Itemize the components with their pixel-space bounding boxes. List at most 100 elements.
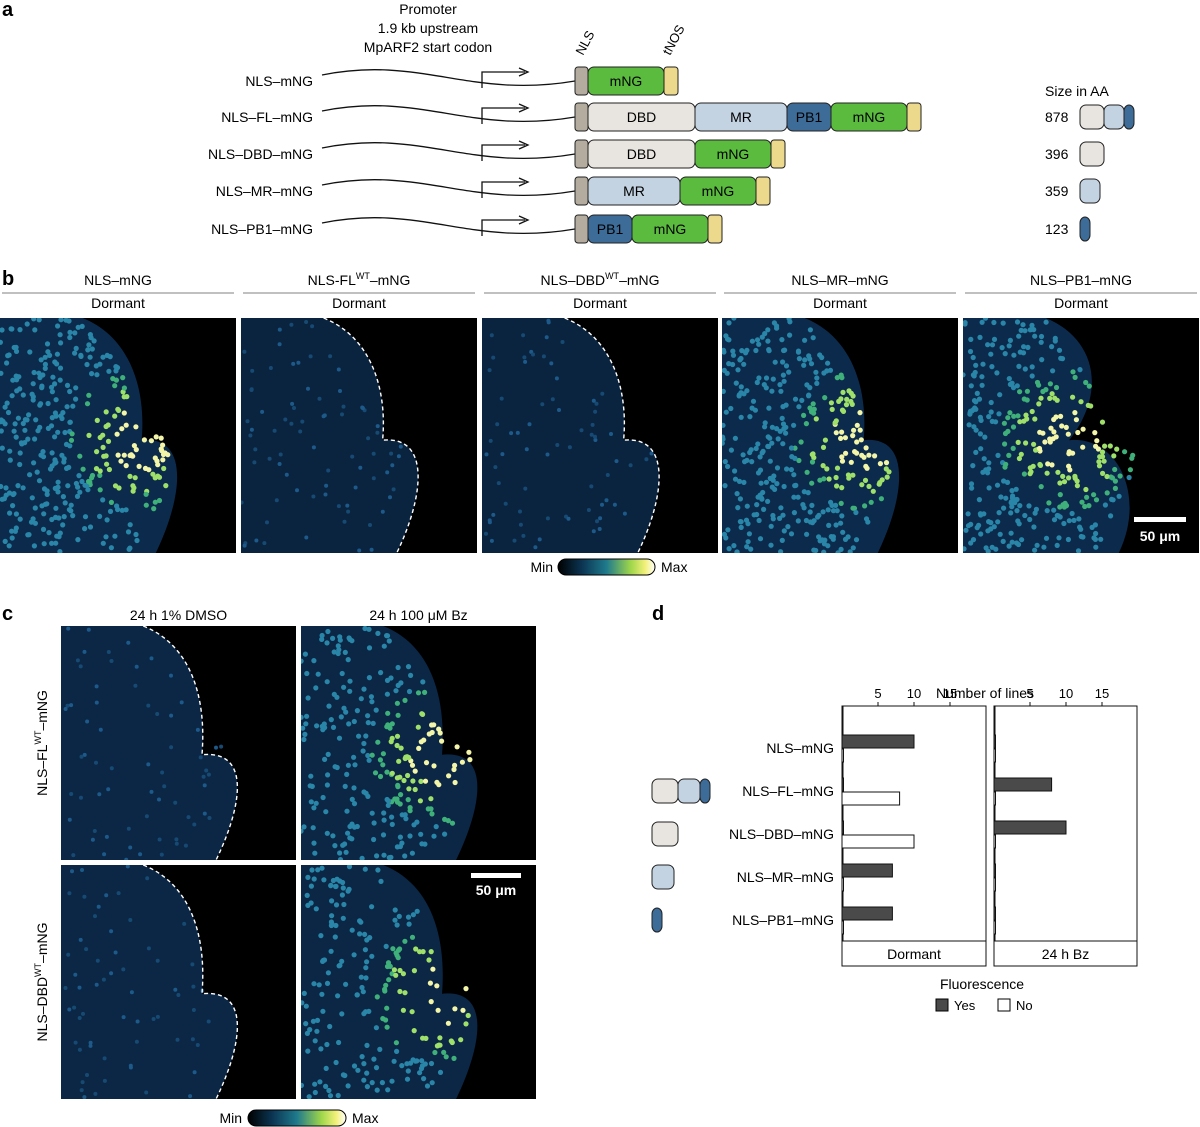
- nucleus: [423, 1036, 428, 1041]
- nucleus: [802, 338, 807, 343]
- nucleus: [133, 424, 138, 429]
- nucleus: [825, 543, 830, 548]
- nucleus: [985, 342, 990, 347]
- nucleus: [1007, 410, 1012, 415]
- nucleus: [969, 481, 974, 486]
- nucleus: [120, 375, 125, 380]
- nucleus: [769, 389, 774, 394]
- nucleus: [804, 518, 809, 523]
- nucleus: [422, 690, 427, 695]
- nucleus: [55, 485, 60, 490]
- construct-row: NLS–mNG mNG: [245, 67, 678, 95]
- nucleus: [1057, 348, 1062, 353]
- nucleus: [1067, 467, 1072, 472]
- nucleus: [67, 389, 72, 394]
- nucleus: [781, 373, 786, 378]
- nucleus: [329, 949, 334, 954]
- nucleus: [787, 319, 792, 324]
- nucleus: [76, 658, 80, 662]
- bar-yes: [842, 821, 844, 834]
- nucleus: [1017, 419, 1022, 424]
- nucleus: [292, 406, 296, 410]
- nucleus: [432, 1050, 437, 1055]
- nucleus: [87, 628, 91, 632]
- nucleus: [884, 466, 889, 471]
- nucleus: [333, 884, 338, 889]
- nucleus: [321, 795, 326, 800]
- nucleus: [812, 518, 817, 523]
- nucleus: [623, 512, 627, 516]
- nucleus: [85, 347, 90, 352]
- nucleus: [799, 398, 804, 403]
- colorbar-c-gradient: [248, 1110, 346, 1126]
- nucleus: [146, 704, 150, 708]
- nucleus: [32, 543, 37, 548]
- nucleus: [87, 480, 92, 485]
- nucleus: [1072, 410, 1077, 415]
- nucleus: [385, 1025, 390, 1030]
- nucleus: [406, 664, 411, 669]
- nucleus: [513, 539, 517, 543]
- nucleus: [310, 784, 315, 789]
- nucleus: [336, 1040, 341, 1045]
- nucleus: [311, 495, 315, 499]
- colorbar-c-max: Max: [352, 1110, 378, 1126]
- nucleus: [809, 481, 814, 486]
- nucleus: [78, 986, 82, 990]
- nucleus: [150, 790, 154, 794]
- chart-facet: Dormant5 10 15: [842, 686, 986, 966]
- nucleus: [60, 410, 65, 415]
- nucleus: [466, 1013, 471, 1018]
- nucleus: [7, 490, 12, 495]
- domain-label: PB1: [597, 221, 624, 237]
- nucleus: [385, 692, 390, 697]
- nucleus: [1001, 539, 1006, 544]
- nucleus: [1102, 459, 1107, 464]
- nucleus: [313, 1090, 318, 1095]
- nucleus: [334, 1060, 339, 1065]
- nucleus: [734, 381, 739, 386]
- nucleus: [343, 982, 348, 987]
- panel-b-column: NLS-FLWT–mNGDormant: [240, 271, 478, 553]
- nucleus: [1030, 409, 1035, 414]
- nucleus: [436, 727, 441, 732]
- bar-yes: [994, 778, 1052, 791]
- nucleus: [980, 383, 985, 388]
- nucleus: [309, 799, 314, 804]
- nucleus: [390, 822, 395, 827]
- nucleus: [791, 472, 796, 477]
- nucleus: [62, 514, 67, 519]
- nucleus: [1039, 334, 1044, 339]
- nucleus: [330, 636, 335, 641]
- x-tick-label: 10: [907, 686, 921, 701]
- nucleus: [41, 511, 46, 516]
- nucleus: [137, 464, 142, 469]
- colorbar-b-gradient: [558, 559, 655, 575]
- nucleus: [1066, 537, 1071, 542]
- nucleus: [991, 320, 996, 325]
- nucleus: [978, 431, 983, 436]
- nucleus: [31, 460, 36, 465]
- nucleus: [766, 434, 771, 439]
- nucleus: [1064, 425, 1069, 430]
- nucleus: [366, 1009, 371, 1014]
- nucleus: [340, 412, 344, 416]
- nucleus: [731, 315, 736, 320]
- nucleus: [105, 517, 110, 522]
- nucleus: [367, 758, 372, 763]
- nucleus: [525, 447, 529, 451]
- nucleus: [1078, 399, 1083, 404]
- nucleus: [879, 496, 884, 501]
- nucleus: [598, 527, 602, 531]
- nucleus: [338, 638, 343, 643]
- nucleus: [1050, 391, 1055, 396]
- panel-d-chart: Number of lines Dormant5 10 1524 h Bz5 10 15…: [652, 685, 1137, 1013]
- nucleus: [133, 475, 138, 480]
- nucleus: [133, 532, 138, 537]
- nucleus: [169, 745, 173, 749]
- nucleus: [67, 443, 72, 448]
- nucleus: [1109, 497, 1114, 502]
- nucleus: [1016, 334, 1021, 339]
- nucleus: [436, 1008, 441, 1013]
- nucleus: [369, 699, 374, 704]
